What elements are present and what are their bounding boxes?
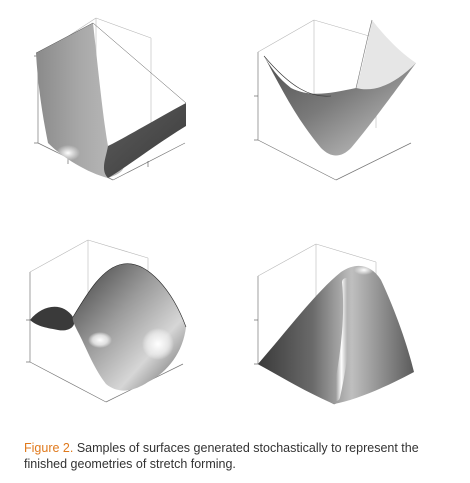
surface-shape bbox=[263, 19, 416, 156]
surface-shape bbox=[258, 265, 414, 404]
caption-label: Figure 2. bbox=[24, 441, 74, 455]
surface-plot-3 bbox=[8, 232, 228, 437]
surface-shape bbox=[30, 263, 187, 391]
caption-text: Samples of surfaces generated stochastic… bbox=[24, 441, 419, 471]
surface-plot-2 bbox=[236, 8, 456, 213]
surface-plot-1 bbox=[8, 8, 228, 213]
surface-plot-3-canvas bbox=[26, 239, 187, 403]
figure-caption: Figure 2. Samples of surfaces generated … bbox=[24, 440, 454, 472]
surface-shape bbox=[35, 22, 187, 178]
surface-plot-2-canvas bbox=[254, 19, 416, 181]
surface-plot-1-canvas bbox=[34, 17, 187, 181]
surface-plot-4 bbox=[236, 232, 456, 437]
surface-plot-4-canvas bbox=[254, 243, 414, 405]
